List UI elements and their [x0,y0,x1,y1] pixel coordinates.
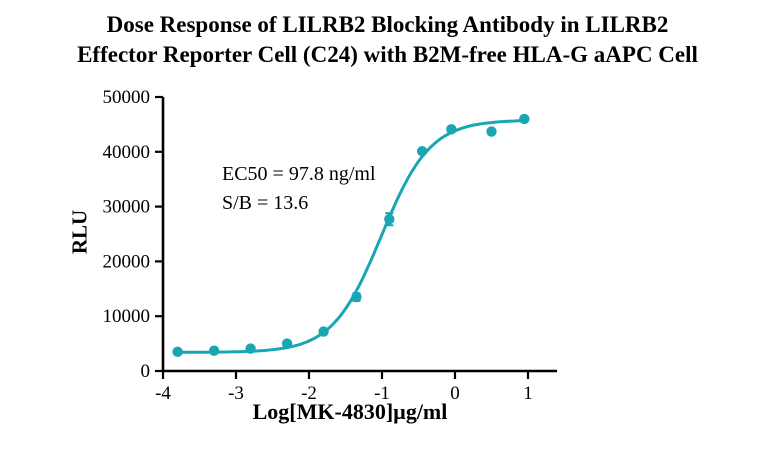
data-point [172,346,183,358]
fit-curve [176,119,526,354]
data-point [486,126,497,137]
data-point [281,338,293,349]
y-tick-label: 0 [141,361,151,382]
data-point [208,345,220,356]
y-tick-label: 50000 [103,87,151,108]
data-point [318,326,329,337]
y-tick-label: 10000 [103,306,151,327]
x-tick-label: -4 [155,383,171,404]
y-tick-label: 40000 [103,142,151,163]
x-tick-label: 1 [523,383,533,404]
data-point [519,113,530,125]
y-tick-label: 30000 [103,197,151,218]
chart-title-line2: Effector Reporter Cell (C24) with B2M-fr… [77,42,698,67]
x-tick-label: -1 [374,383,390,404]
chart-title: Dose Response of LILRB2 Blocking Antibod… [15,10,760,70]
x-tick-label: -3 [228,383,244,404]
data-point [446,124,457,135]
x-axis-label: Log[MK-4830]µg/ml [252,399,448,424]
data-point [351,291,362,303]
data-point [384,214,395,225]
x-tick-label: -2 [301,383,317,404]
y-tick-label: 20000 [103,251,151,272]
chart-title-line1: Dose Response of LILRB2 Blocking Antibod… [106,12,669,37]
ec50-annotation: EC50 = 97.8 ng/ml [222,163,376,185]
data-point [416,146,428,157]
fit-annotation: EC50 = 97.8 ng/ml S/B = 13.6 [222,160,376,218]
data-point [245,343,256,354]
signal-background-annotation: S/B = 13.6 [222,192,309,214]
x-tick-label: 0 [450,383,460,404]
